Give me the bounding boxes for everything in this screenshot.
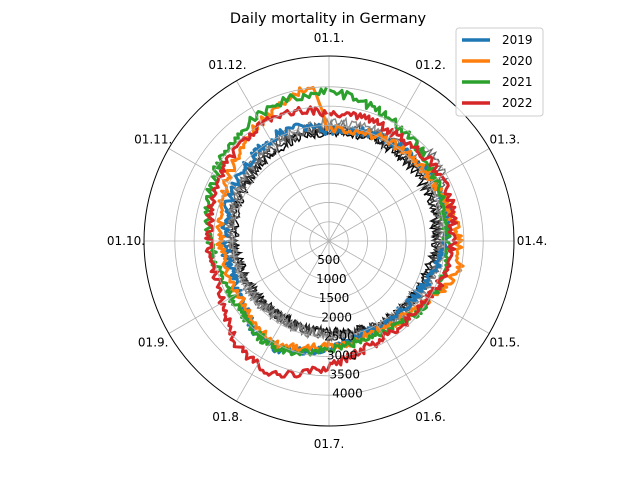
angular-tick-label: 01.4.: [517, 234, 548, 248]
chart-title: Daily mortality in Germany: [230, 11, 427, 27]
legend-label-2021: 2021: [502, 75, 533, 89]
radial-tick-label: 2000: [321, 310, 352, 324]
angular-tick-label: 01.1.: [314, 31, 345, 45]
angular-tick-label: 01.3.: [490, 133, 521, 147]
angular-grid-line: [236, 240, 330, 402]
radial-tick-labels: 500 1000 1500 2000 2500 3000 3500 4000: [316, 253, 363, 401]
angular-tick-label: 01.10.: [107, 234, 145, 248]
angular-grid-line: [328, 148, 490, 242]
legend-box: [455, 27, 544, 117]
angular-tick-label: 01.9.: [138, 336, 169, 350]
legend-label-2019: 2019: [502, 33, 533, 47]
radial-tick-label: 4000: [332, 387, 363, 401]
radial-tick-label: 1500: [319, 291, 350, 305]
polar-grid: [143, 55, 515, 427]
legend-label-2022: 2022: [502, 96, 533, 110]
polar-frame: [143, 55, 515, 427]
angular-tick-label: 01.11.: [134, 133, 172, 147]
angular-tick-label: 01.6.: [415, 410, 446, 424]
angular-grid-line: [236, 80, 330, 242]
angular-grid-line: [168, 148, 330, 242]
radial-tick-label: 2500: [324, 329, 355, 343]
angular-tick-label: 01.7.: [314, 437, 345, 451]
radial-tick-label: 3500: [330, 368, 361, 382]
angular-grid-line: [168, 240, 330, 334]
angular-tick-label: 01.8.: [212, 410, 243, 424]
angular-tick-label: 01.5.: [490, 336, 521, 350]
legend-label-2020: 2020: [502, 54, 533, 68]
angular-tick-label: 01.12.: [208, 58, 246, 72]
radial-tick-label: 3000: [327, 349, 358, 363]
radial-tick-label: 1000: [316, 272, 347, 286]
radial-tick-label: 500: [317, 253, 340, 267]
angular-grid-line: [328, 240, 490, 334]
angular-tick-label: 01.2.: [415, 58, 446, 72]
angular-grid-line: [328, 80, 422, 242]
angular-tick-labels: 01.1. 01.2. 01.3. 01.4. 01.5. 01.6. 01.7. 01.8.…: [107, 31, 547, 451]
legend: 2019 2020 2021 2022: [455, 27, 544, 117]
angular-grid-line: [328, 240, 422, 402]
